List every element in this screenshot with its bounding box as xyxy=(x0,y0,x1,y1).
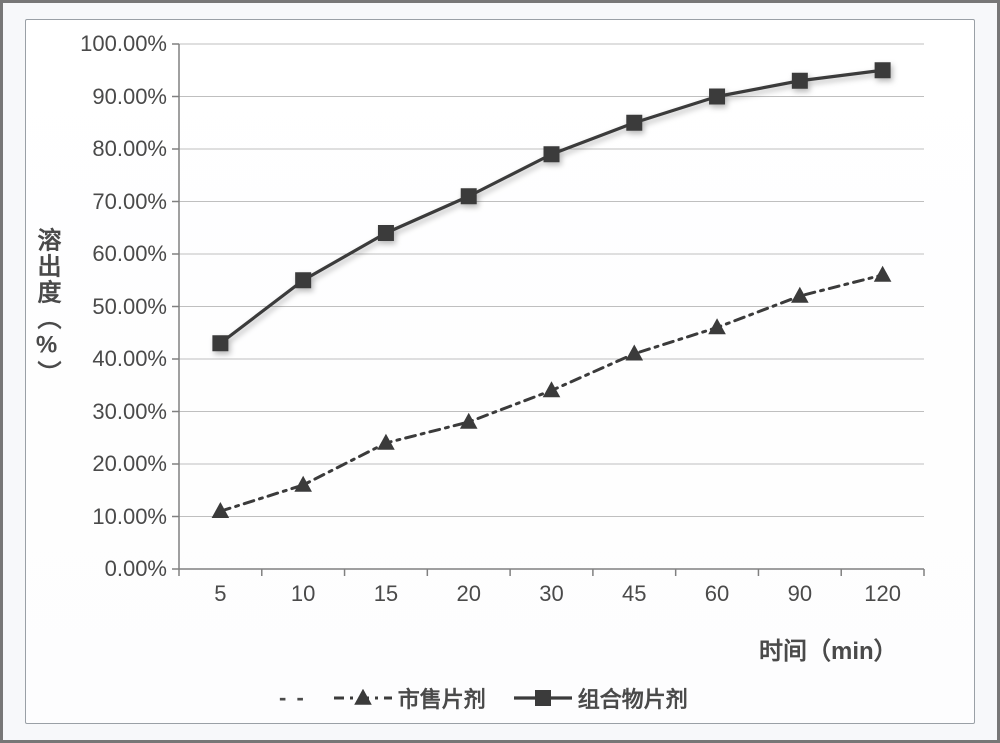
legend-item: 市售片剂 xyxy=(334,682,486,714)
chart-svg xyxy=(149,14,954,599)
legend-item: 组合物片剂 xyxy=(514,682,688,714)
y-axis-title: 溶出度（%） xyxy=(29,227,64,386)
y-tick-label: 30.00% xyxy=(67,399,167,425)
chart-card: 溶出度（%） 时间（min） - - 市售片剂 组合物片剂 0.00% 10.00% 2… xyxy=(25,19,975,724)
legend-label: 组合物片剂 xyxy=(578,682,688,714)
legend-swatch xyxy=(514,689,572,707)
x-tick-label: 5 xyxy=(214,581,226,607)
x-axis-title: 时间（min） xyxy=(759,631,898,666)
x-tick-label: 10 xyxy=(291,581,315,607)
y-tick-label: 90.00% xyxy=(67,84,167,110)
legend-prefix: - - xyxy=(279,685,306,711)
y-tick-label: 100.00% xyxy=(67,31,167,57)
legend: - - 市售片剂 组合物片剂 xyxy=(279,682,688,714)
x-tick-label: 90 xyxy=(788,581,812,607)
x-tick-label: 60 xyxy=(705,581,729,607)
x-tick-label: 45 xyxy=(622,581,646,607)
legend-label: 市售片剂 xyxy=(398,682,486,714)
legend-swatch xyxy=(334,689,392,707)
y-tick-label: 80.00% xyxy=(67,136,167,162)
y-tick-label: 70.00% xyxy=(67,189,167,215)
y-tick-label: 0.00% xyxy=(67,556,167,582)
y-tick-label: 10.00% xyxy=(67,504,167,530)
x-tick-label: 15 xyxy=(374,581,398,607)
y-tick-label: 20.00% xyxy=(67,451,167,477)
outer-frame: 溶出度（%） 时间（min） - - 市售片剂 组合物片剂 0.00% 10.00% 2… xyxy=(0,0,1000,743)
plot-area xyxy=(179,44,924,569)
x-tick-label: 120 xyxy=(864,581,901,607)
x-tick-label: 30 xyxy=(539,581,563,607)
y-tick-label: 60.00% xyxy=(67,241,167,267)
y-tick-label: 50.00% xyxy=(67,294,167,320)
x-tick-label: 20 xyxy=(456,581,480,607)
y-tick-label: 40.00% xyxy=(67,346,167,372)
